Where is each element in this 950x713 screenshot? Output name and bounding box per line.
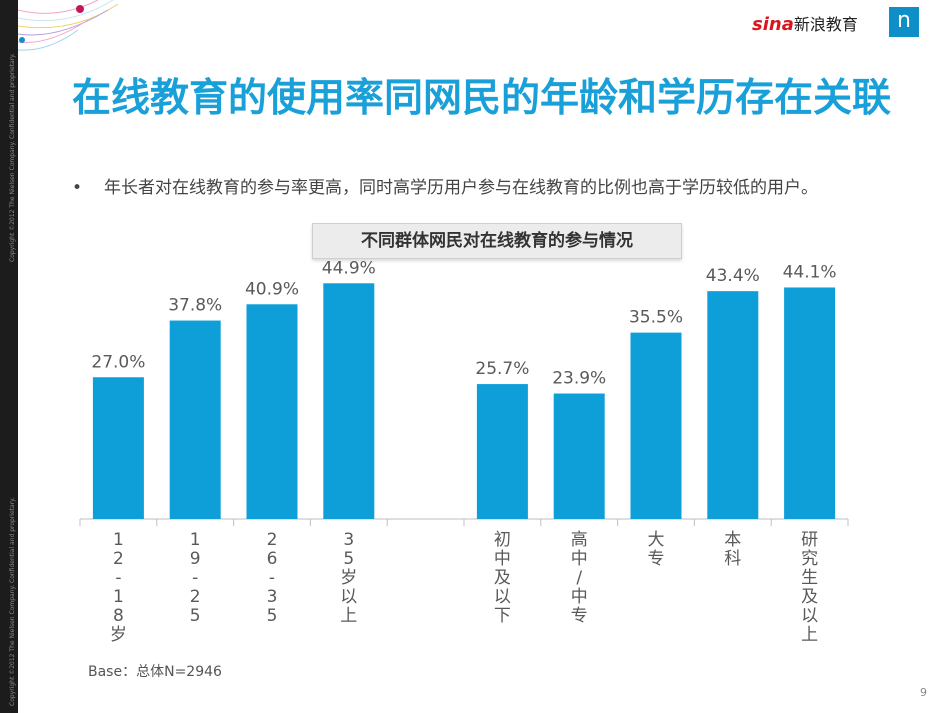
x-tick-label-char: 5 [343,549,354,569]
x-tick-label-char: 岁 [340,568,357,588]
sina-education-logo: sina新浪教育 [752,12,858,38]
x-tick-label-char: - [269,568,275,588]
x-tick-label-char: 以 [494,587,511,607]
x-tick-label-char: 5 [190,606,201,626]
sina-logo-text: 新浪教育 [793,15,858,34]
x-tick-label-char: 8 [113,606,124,626]
x-tick-label-char: 中 [571,587,588,607]
bar-value-label: 37.8% [168,296,222,316]
x-tick-label-char: 1 [190,530,201,550]
bar [246,304,298,519]
x-tick-label-char: 1 [113,530,124,550]
x-tick-label-char: 专 [571,606,588,626]
x-tick-label-char: 上 [801,625,818,645]
x-tick-label-char: 3 [343,530,354,550]
chart-subtitle: 不同群体网民对在线教育的参与情况 [312,223,682,259]
bar [630,332,682,519]
bar [784,287,836,519]
bar [707,291,759,519]
bar-value-label: 23.9% [552,369,606,389]
nielsen-logo: n [889,7,919,37]
x-tick-label-char: 科 [724,549,741,569]
x-tick-label-char: 大 [648,530,665,550]
bullet-dot: • [72,178,83,198]
corner-decoration [18,0,118,51]
bar [323,283,375,519]
bar-value-label: 43.4% [706,266,760,286]
x-tick-label-char: - [115,568,121,588]
bullet-text: 年长者对在线教育的参与率更高，同时高学历用户参与在线教育的比例也高于学历较低的用… [104,178,818,198]
x-tick-label-char: 及 [494,568,511,588]
x-tick-label-char: 1 [113,587,124,607]
x-tick-label-char: 5 [267,606,278,626]
slide-title: 在线教育的使用率同网民的年龄和学历存在关联 [72,76,892,121]
x-tick-label-char: 研 [801,530,818,550]
x-tick-label-char: 生 [801,568,818,588]
page-number: 9 [920,686,927,699]
x-tick-label-char: 下 [494,606,511,626]
bar [553,393,605,519]
bar [169,320,221,519]
x-tick-label-char: 3 [267,587,278,607]
x-tick-label-char: 岁 [110,625,127,645]
sina-logo-mark: sina [752,14,794,35]
base-note: Base：总体N=2946 [88,664,222,680]
x-tick-label-char: 中 [494,549,511,569]
x-tick-label-char: / [576,568,582,588]
x-tick-label-char: 初 [494,530,511,550]
bar-value-label: 25.7% [475,359,529,379]
x-tick-label-char: 中 [571,549,588,569]
bar-value-label: 35.5% [629,308,683,328]
x-tick-label-char: 2 [113,549,124,569]
x-tick-label-char: 本 [724,530,741,550]
bar-value-label: 44.9% [322,258,376,278]
x-tick-label-char: 上 [340,606,357,626]
x-tick-label-char: 高 [571,530,588,550]
x-tick-label-char: 以 [340,587,357,607]
x-tick-label-char: 9 [190,549,201,569]
x-tick-label-char: 以 [801,606,818,626]
left-sidebar-strip: Copyright ©2012 The Nielsen Company. Con… [0,0,18,713]
x-tick-label-char: 究 [801,549,818,569]
bar-value-label: 44.1% [783,262,837,282]
x-tick-label-char: 6 [267,549,278,569]
x-tick-label-char: 2 [190,587,201,607]
bullet-point: • 年长者对在线教育的参与率更高，同时高学历用户参与在线教育的比例也高于学历较低… [72,176,902,200]
x-tick-label-char: 2 [267,530,278,550]
bar-value-label: 27.0% [91,352,145,372]
bar [476,384,528,519]
x-tick-label-char: 及 [801,587,818,607]
x-tick-label-char: - [192,568,198,588]
x-tick-label-char: 专 [648,549,665,569]
bar [92,377,144,519]
bar-value-label: 40.9% [245,279,299,299]
